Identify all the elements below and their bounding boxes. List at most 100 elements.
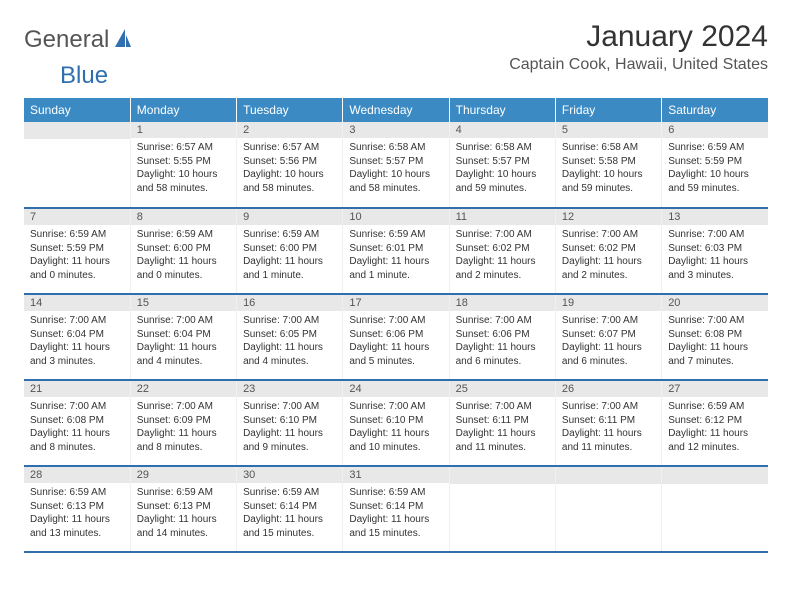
sunset-text: Sunset: 5:58 PM xyxy=(562,155,655,169)
sunrise-text: Sunrise: 7:00 AM xyxy=(562,314,655,328)
sunrise-text: Sunrise: 6:59 AM xyxy=(137,486,230,500)
daylight-text: Daylight: 11 hours and 12 minutes. xyxy=(668,427,762,454)
sunrise-text: Sunrise: 7:00 AM xyxy=(456,228,549,242)
day-number: 31 xyxy=(343,467,448,483)
day-number: 25 xyxy=(450,381,555,397)
calendar-day-cell: 3Sunrise: 6:58 AMSunset: 5:57 PMDaylight… xyxy=(343,122,449,208)
sunset-text: Sunset: 6:00 PM xyxy=(137,242,230,256)
daylight-text: Daylight: 11 hours and 8 minutes. xyxy=(30,427,124,454)
day-number: 26 xyxy=(556,381,661,397)
daylight-text: Daylight: 11 hours and 0 minutes. xyxy=(30,255,124,282)
empty-day-header xyxy=(24,122,130,139)
sunset-text: Sunset: 5:57 PM xyxy=(456,155,549,169)
day-content: Sunrise: 6:58 AMSunset: 5:57 PMDaylight:… xyxy=(450,138,555,199)
sunset-text: Sunset: 6:06 PM xyxy=(349,328,442,342)
sunrise-text: Sunrise: 6:59 AM xyxy=(30,486,124,500)
calendar-day-cell: 14Sunrise: 7:00 AMSunset: 6:04 PMDayligh… xyxy=(24,294,130,380)
sunset-text: Sunset: 6:11 PM xyxy=(562,414,655,428)
calendar-day-cell: 13Sunrise: 7:00 AMSunset: 6:03 PMDayligh… xyxy=(662,208,768,294)
calendar-day-cell: 19Sunrise: 7:00 AMSunset: 6:07 PMDayligh… xyxy=(555,294,661,380)
sunrise-text: Sunrise: 7:00 AM xyxy=(562,400,655,414)
calendar-day-cell: 28Sunrise: 6:59 AMSunset: 6:13 PMDayligh… xyxy=(24,466,130,552)
daylight-text: Daylight: 11 hours and 3 minutes. xyxy=(30,341,124,368)
calendar-day-cell: 25Sunrise: 7:00 AMSunset: 6:11 PMDayligh… xyxy=(449,380,555,466)
calendar-week-row: 28Sunrise: 6:59 AMSunset: 6:13 PMDayligh… xyxy=(24,466,768,552)
sunset-text: Sunset: 6:13 PM xyxy=(30,500,124,514)
calendar-day-cell: 23Sunrise: 7:00 AMSunset: 6:10 PMDayligh… xyxy=(237,380,343,466)
daylight-text: Daylight: 11 hours and 9 minutes. xyxy=(243,427,336,454)
calendar-day-cell: 27Sunrise: 6:59 AMSunset: 6:12 PMDayligh… xyxy=(662,380,768,466)
daylight-text: Daylight: 11 hours and 6 minutes. xyxy=(456,341,549,368)
calendar-day-cell xyxy=(24,122,130,208)
calendar-day-cell: 26Sunrise: 7:00 AMSunset: 6:11 PMDayligh… xyxy=(555,380,661,466)
day-content: Sunrise: 7:00 AMSunset: 6:04 PMDaylight:… xyxy=(131,311,236,372)
sunrise-text: Sunrise: 7:00 AM xyxy=(562,228,655,242)
calendar-day-cell: 21Sunrise: 7:00 AMSunset: 6:08 PMDayligh… xyxy=(24,380,130,466)
sunrise-text: Sunrise: 7:00 AM xyxy=(137,400,230,414)
day-number: 19 xyxy=(556,295,661,311)
sunset-text: Sunset: 6:03 PM xyxy=(668,242,762,256)
sunset-text: Sunset: 6:10 PM xyxy=(243,414,336,428)
sunrise-text: Sunrise: 7:00 AM xyxy=(137,314,230,328)
sunrise-text: Sunrise: 6:59 AM xyxy=(243,228,336,242)
day-number: 17 xyxy=(343,295,448,311)
sunset-text: Sunset: 6:02 PM xyxy=(456,242,549,256)
sunset-text: Sunset: 6:00 PM xyxy=(243,242,336,256)
calendar-day-cell: 29Sunrise: 6:59 AMSunset: 6:13 PMDayligh… xyxy=(130,466,236,552)
day-number: 27 xyxy=(662,381,768,397)
weekday-header: Wednesday xyxy=(343,98,449,122)
sunrise-text: Sunrise: 6:59 AM xyxy=(137,228,230,242)
logo: General xyxy=(24,26,135,54)
calendar-day-cell: 24Sunrise: 7:00 AMSunset: 6:10 PMDayligh… xyxy=(343,380,449,466)
day-content: Sunrise: 6:58 AMSunset: 5:58 PMDaylight:… xyxy=(556,138,661,199)
empty-day-header xyxy=(450,467,555,484)
calendar-day-cell xyxy=(555,466,661,552)
daylight-text: Daylight: 11 hours and 1 minute. xyxy=(243,255,336,282)
sunset-text: Sunset: 5:59 PM xyxy=(668,155,762,169)
day-number: 2 xyxy=(237,122,342,138)
calendar-day-cell: 4Sunrise: 6:58 AMSunset: 5:57 PMDaylight… xyxy=(449,122,555,208)
daylight-text: Daylight: 10 hours and 59 minutes. xyxy=(562,168,655,195)
calendar-body: 1Sunrise: 6:57 AMSunset: 5:55 PMDaylight… xyxy=(24,122,768,552)
day-number: 3 xyxy=(343,122,448,138)
sunrise-text: Sunrise: 7:00 AM xyxy=(456,400,549,414)
day-content: Sunrise: 6:57 AMSunset: 5:56 PMDaylight:… xyxy=(237,138,342,199)
weekday-header: Friday xyxy=(555,98,661,122)
calendar-day-cell: 10Sunrise: 6:59 AMSunset: 6:01 PMDayligh… xyxy=(343,208,449,294)
day-content: Sunrise: 7:00 AMSunset: 6:10 PMDaylight:… xyxy=(237,397,342,458)
weekday-header: Tuesday xyxy=(237,98,343,122)
day-number: 23 xyxy=(237,381,342,397)
sunrise-text: Sunrise: 6:57 AM xyxy=(243,141,336,155)
sunrise-text: Sunrise: 6:57 AM xyxy=(137,141,230,155)
calendar-day-cell: 1Sunrise: 6:57 AMSunset: 5:55 PMDaylight… xyxy=(130,122,236,208)
day-number: 12 xyxy=(556,209,661,225)
day-number: 18 xyxy=(450,295,555,311)
calendar-day-cell: 6Sunrise: 6:59 AMSunset: 5:59 PMDaylight… xyxy=(662,122,768,208)
daylight-text: Daylight: 11 hours and 8 minutes. xyxy=(137,427,230,454)
sunrise-text: Sunrise: 7:00 AM xyxy=(668,228,762,242)
daylight-text: Daylight: 11 hours and 2 minutes. xyxy=(562,255,655,282)
calendar-day-cell: 8Sunrise: 6:59 AMSunset: 6:00 PMDaylight… xyxy=(130,208,236,294)
day-content: Sunrise: 6:59 AMSunset: 6:01 PMDaylight:… xyxy=(343,225,448,286)
day-content: Sunrise: 6:59 AMSunset: 6:14 PMDaylight:… xyxy=(237,483,342,544)
sunrise-text: Sunrise: 6:58 AM xyxy=(349,141,442,155)
calendar-day-cell: 7Sunrise: 6:59 AMSunset: 5:59 PMDaylight… xyxy=(24,208,130,294)
day-content: Sunrise: 7:00 AMSunset: 6:08 PMDaylight:… xyxy=(24,397,130,458)
daylight-text: Daylight: 11 hours and 2 minutes. xyxy=(456,255,549,282)
sunrise-text: Sunrise: 6:59 AM xyxy=(668,141,762,155)
day-number: 7 xyxy=(24,209,130,225)
daylight-text: Daylight: 11 hours and 4 minutes. xyxy=(137,341,230,368)
calendar-day-cell: 12Sunrise: 7:00 AMSunset: 6:02 PMDayligh… xyxy=(555,208,661,294)
sunset-text: Sunset: 5:56 PM xyxy=(243,155,336,169)
day-number: 15 xyxy=(131,295,236,311)
daylight-text: Daylight: 11 hours and 1 minute. xyxy=(349,255,442,282)
day-content: Sunrise: 6:59 AMSunset: 6:12 PMDaylight:… xyxy=(662,397,768,458)
day-content: Sunrise: 7:00 AMSunset: 6:03 PMDaylight:… xyxy=(662,225,768,286)
sunset-text: Sunset: 5:55 PM xyxy=(137,155,230,169)
day-number: 29 xyxy=(131,467,236,483)
calendar-day-cell: 22Sunrise: 7:00 AMSunset: 6:09 PMDayligh… xyxy=(130,380,236,466)
day-content: Sunrise: 7:00 AMSunset: 6:05 PMDaylight:… xyxy=(237,311,342,372)
day-number: 5 xyxy=(556,122,661,138)
weekday-header: Sunday xyxy=(24,98,130,122)
month-title: January 2024 xyxy=(509,20,768,54)
